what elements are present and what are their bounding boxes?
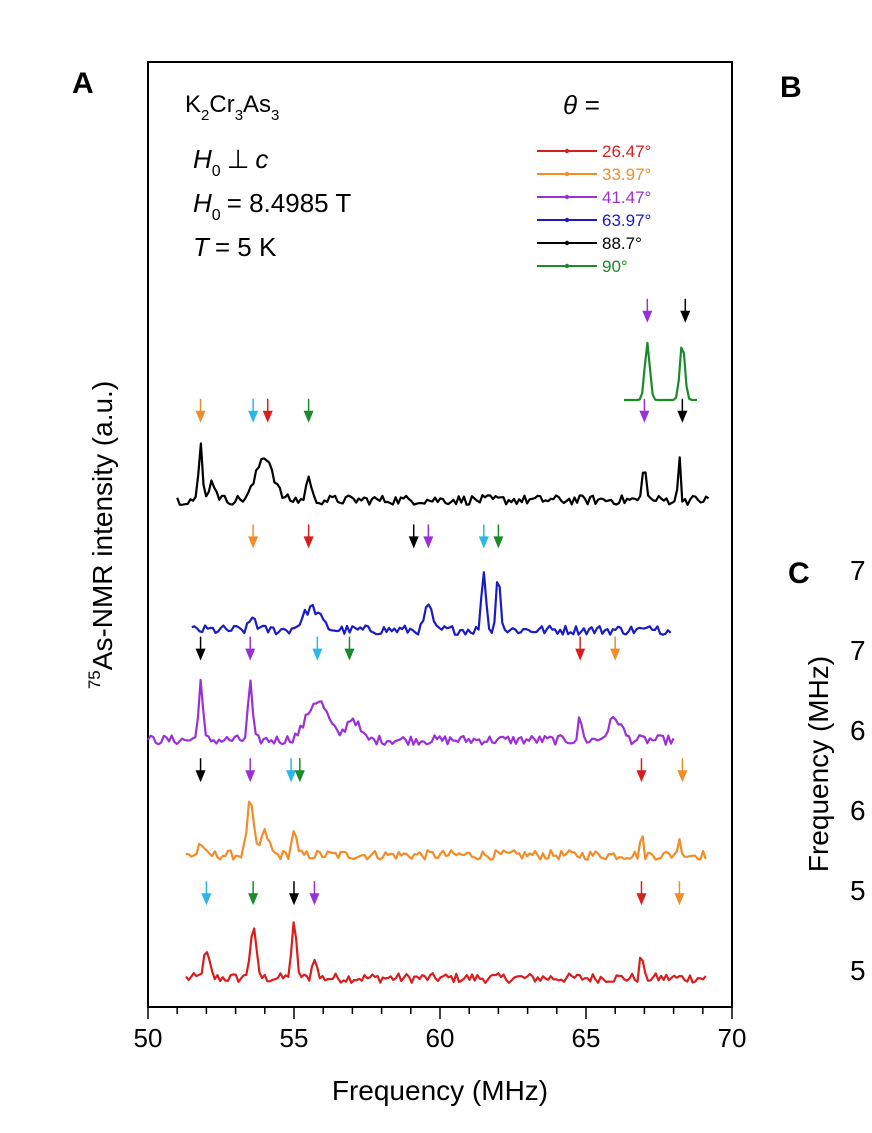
- y-axis-title: 75As-NMR intensity (a.u.): [85, 381, 118, 689]
- peak-arrow: [262, 398, 273, 423]
- peak-arrow: [201, 881, 212, 906]
- peak-arrows: [195, 298, 691, 906]
- spectrum-line: [191, 571, 672, 636]
- peak-arrow: [312, 636, 323, 661]
- peak-arrow: [636, 758, 647, 783]
- spectrum-line: [185, 800, 707, 861]
- field-direction: H0 ⊥ c: [193, 144, 268, 180]
- peak-arrow: [309, 881, 320, 906]
- peak-arrow: [680, 298, 691, 323]
- peak-arrow: [248, 524, 259, 549]
- peak-arrow: [642, 298, 653, 323]
- spectrum-line: [147, 678, 675, 746]
- panel-label-a: A: [72, 67, 94, 100]
- panel-c-tick: 6: [850, 795, 866, 826]
- peak-arrow: [294, 758, 305, 783]
- panel-label-b: B: [780, 71, 802, 104]
- x-tick-label: 50: [134, 1023, 163, 1053]
- peak-arrow: [677, 398, 688, 423]
- peak-arrow: [493, 524, 504, 549]
- field-value: H0 = 8.4985 T: [193, 188, 351, 224]
- compound-formula: K2Cr3As3: [185, 91, 279, 124]
- peak-arrow: [344, 636, 355, 661]
- peak-arrow: [303, 524, 314, 549]
- legend-entry: 33.97°: [537, 165, 651, 184]
- spectra: [147, 341, 710, 984]
- peak-arrow: [195, 636, 206, 661]
- panel-c-tick: 6: [850, 715, 866, 746]
- peak-arrow: [674, 881, 685, 906]
- peak-arrow: [245, 636, 256, 661]
- panel-c-tick: 7: [850, 555, 866, 586]
- theta-label: θ =: [563, 90, 600, 120]
- legend-entry: 26.47°: [537, 142, 651, 161]
- peak-arrow: [610, 636, 621, 661]
- peak-arrow: [575, 636, 586, 661]
- peak-arrow: [286, 758, 297, 783]
- temperature: T = 5 K: [193, 232, 277, 262]
- peak-arrow: [195, 398, 206, 423]
- peak-arrow: [639, 398, 650, 423]
- panel-c-tick: 5: [850, 875, 866, 906]
- peak-arrow: [289, 881, 299, 906]
- peak-arrow: [677, 758, 688, 783]
- svg-text:88.7°: 88.7°: [602, 234, 642, 253]
- peak-arrow: [195, 758, 206, 783]
- spectrum-line: [185, 921, 707, 984]
- legend: 26.47° 33.97° 41.47° 63.97° 88.7° 90°: [537, 142, 651, 276]
- legend-entry: 88.7°: [537, 234, 642, 253]
- svg-text:90°: 90°: [602, 257, 628, 276]
- x-tick-label: 70: [718, 1023, 747, 1053]
- spectrum-line: [176, 442, 710, 506]
- svg-text:33.97°: 33.97°: [602, 165, 651, 184]
- svg-text:41.47°: 41.47°: [602, 188, 651, 207]
- peak-arrow: [636, 881, 647, 906]
- peak-arrow: [248, 398, 259, 423]
- peak-arrow: [423, 524, 434, 549]
- panel-c-tick: 7: [850, 635, 866, 666]
- panel-c-tick: 5: [850, 955, 866, 986]
- x-axis: 50 55 60 65 70: [134, 1007, 747, 1053]
- svg-text:63.97°: 63.97°: [602, 211, 651, 230]
- panel-label-c: C: [788, 557, 810, 590]
- svg-text:26.47°: 26.47°: [602, 142, 651, 161]
- peak-arrow: [245, 758, 256, 783]
- panel-c-y-title: Frequency (MHz): [803, 656, 834, 872]
- legend-entry: 90°: [537, 257, 628, 276]
- peak-arrow: [303, 398, 314, 423]
- peak-arrow: [248, 881, 259, 906]
- legend-entry: 41.47°: [537, 188, 651, 207]
- x-axis-title: Frequency (MHz): [332, 1075, 548, 1106]
- peak-arrow: [408, 524, 419, 549]
- x-tick-label: 60: [426, 1023, 455, 1053]
- peak-arrow: [478, 524, 489, 549]
- legend-entry: 63.97°: [537, 211, 651, 230]
- x-tick-label: 55: [280, 1023, 309, 1053]
- x-tick-label: 65: [572, 1023, 601, 1053]
- spectrum-line: [624, 341, 697, 402]
